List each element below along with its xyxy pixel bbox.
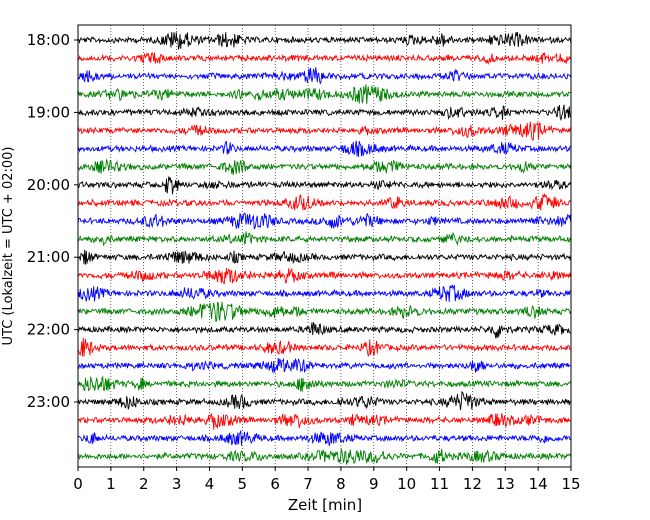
y-tick-label: 18:00: [27, 31, 70, 49]
trace-row: [77, 140, 571, 157]
trace-row: [77, 158, 572, 175]
y-axis: 18:00 19:00 20:00 21:00 22:00 23:00: [27, 31, 78, 411]
x-tick-label: 5: [238, 475, 248, 493]
trace-row: [77, 84, 571, 105]
y-axis-label: UTC (Lokalzeit = UTC + 02:00): [1, 147, 16, 346]
x-tick-label: 11: [430, 475, 449, 493]
trace-row: [77, 267, 572, 285]
trace-row: [77, 301, 572, 322]
trace-row: [77, 249, 572, 265]
y-tick-label: 19:00: [27, 103, 70, 121]
x-tick-label: 15: [561, 475, 580, 493]
x-tick-label: 8: [336, 475, 346, 493]
y-tick-label: 23:00: [27, 393, 70, 411]
x-tick-label: 7: [303, 475, 313, 493]
trace-row: [77, 357, 571, 374]
trace-row: [77, 212, 572, 230]
trace-row: [77, 67, 572, 85]
trace-row: [77, 192, 571, 211]
trace-row: [77, 448, 572, 465]
x-tick-label: 14: [529, 475, 548, 493]
trace-row: [77, 231, 572, 247]
x-tick-label: 4: [205, 475, 215, 493]
trace-row: [77, 375, 572, 392]
trace-row: [77, 176, 572, 195]
x-tick-label: 12: [463, 475, 482, 493]
trace-row: [77, 337, 571, 358]
x-tick-label: 0: [73, 475, 83, 493]
x-tick-label: 13: [496, 475, 515, 493]
y-tick-label: 20:00: [27, 176, 70, 194]
x-tick-label: 9: [369, 475, 379, 493]
x-tick-label: 3: [172, 475, 182, 493]
seismic-traces: [77, 31, 572, 465]
y-tick-label: 21:00: [27, 248, 70, 266]
trace-row: [77, 104, 571, 122]
x-axis: 0 1 2 3 4 5 6 7 8 9 10 11 12 13 14 15: [73, 467, 581, 493]
x-tick-label: 1: [106, 475, 116, 493]
trace-row: [77, 413, 571, 430]
trace-row: [77, 322, 571, 339]
trace-row: [77, 52, 572, 66]
trace-row: [77, 31, 572, 50]
x-tick-label: 6: [270, 475, 280, 493]
x-tick-label: 2: [139, 475, 149, 493]
y-tick-label: 22:00: [27, 321, 70, 339]
x-tick-label: 10: [397, 475, 416, 493]
trace-row: [77, 390, 572, 411]
trace-row: [77, 284, 572, 302]
trace-row: [77, 430, 571, 447]
plot-frame: [77, 24, 572, 468]
trace-row: [77, 121, 572, 141]
x-axis-label: Zeit [min]: [288, 496, 362, 514]
